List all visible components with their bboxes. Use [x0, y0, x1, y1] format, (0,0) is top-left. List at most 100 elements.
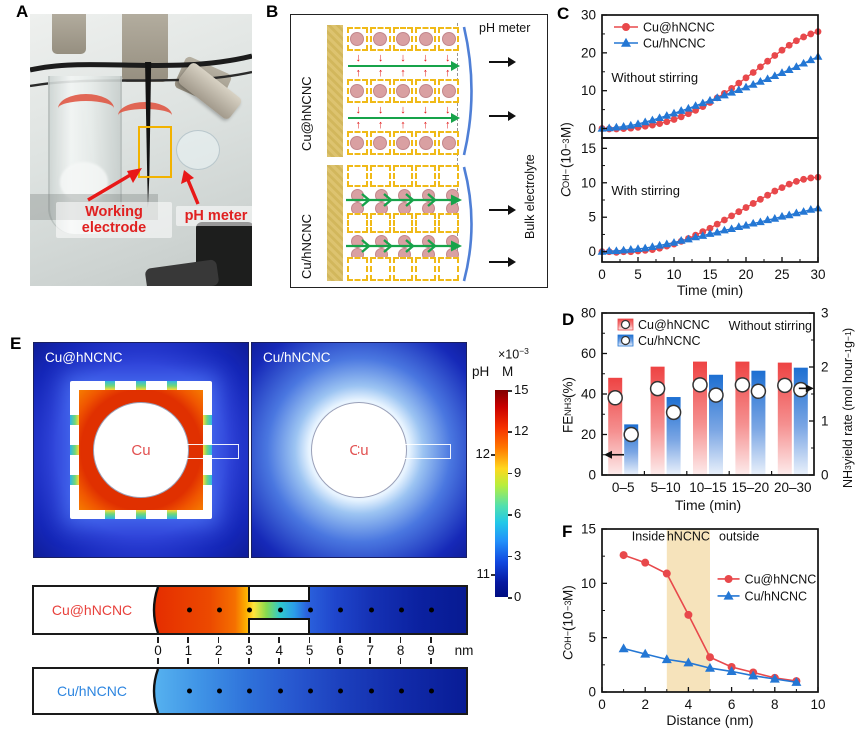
svg-text:Cu/hNCNC: Cu/hNCNC — [638, 334, 701, 348]
flux-arrow-right — [489, 256, 516, 269]
scale-number: 1 — [184, 643, 193, 658]
scale-number: 0 — [154, 643, 162, 658]
svg-text:80: 80 — [581, 306, 596, 321]
svg-text:10: 10 — [581, 576, 596, 591]
meniscus-arc — [462, 26, 473, 156]
ph-probe-bulb — [176, 130, 220, 170]
svg-text:20: 20 — [581, 427, 596, 442]
cu-particle — [373, 136, 388, 150]
nm-scale: 0 1 2 3 4 5 6 7 8 9 nm — [32, 637, 502, 664]
chart-d-left-ylabel: FE NH3 (%) — [560, 376, 576, 434]
svg-text:15: 15 — [581, 141, 596, 156]
chart-c-ylabel: C OH− (10 −3 M) — [558, 122, 574, 198]
sample-dot — [368, 688, 374, 694]
colorbar-gradient — [495, 390, 508, 597]
svg-text:10: 10 — [581, 83, 596, 98]
scale-unit: nm — [454, 643, 474, 658]
panel-label-a: A — [16, 2, 29, 21]
sample-dot — [277, 688, 283, 694]
panel-label-d: D — [562, 310, 575, 329]
lattice-row — [347, 131, 459, 155]
sample-dot — [338, 688, 344, 694]
chart-f-concentration-vs-distance: 0 5 10 15 0 2 4 6 8 10 Inside hNCNC outside Cu@hNCNC C… — [581, 522, 826, 729]
experiment-photo: Working electrode pH meter — [30, 14, 252, 286]
cable — [30, 53, 252, 73]
particle-flow-row — [346, 235, 464, 261]
flux-arrow-right — [489, 56, 516, 69]
bulk-electrolyte-label: Bulk electrolyte — [523, 154, 537, 239]
oh-flux-arrows: ↑ ↑ ↑ ↑ ↑ — [355, 67, 451, 79]
meniscus-arc — [462, 166, 473, 282]
svg-text:0–5: 0–5 — [612, 480, 635, 495]
cage-pore — [70, 475, 79, 485]
flow-arrow — [348, 59, 460, 72]
svg-text:0: 0 — [588, 121, 596, 136]
pore-wall-top — [248, 587, 310, 602]
colorbar: ×10−3 pH M 15 12 9 6 3 0 12 11 — [468, 344, 558, 606]
cage-pore — [203, 445, 212, 455]
subplot-1: 0 5 10 15 With stirring — [581, 141, 823, 259]
svg-text:Inside: Inside — [632, 530, 665, 544]
cu-particle — [373, 32, 388, 46]
cu-particle — [350, 32, 365, 46]
cu-particle — [395, 136, 410, 150]
arrow-to-electrode — [87, 172, 133, 202]
cage-pore — [105, 510, 115, 519]
cage-pore — [70, 445, 79, 455]
svg-text:10: 10 — [666, 267, 681, 282]
cu-particle — [395, 32, 410, 46]
lattice-row — [347, 79, 459, 103]
cage-pore — [203, 415, 212, 425]
svg-text:15: 15 — [581, 522, 596, 537]
svg-text:Without stirring: Without stirring — [729, 319, 812, 333]
cage-pore — [203, 475, 212, 485]
svg-text:25: 25 — [774, 267, 789, 282]
row-label-cu-on-hncnc: Cu/hNCNC — [299, 213, 314, 279]
svg-text:60: 60 — [581, 346, 596, 361]
svg-text:Time (min): Time (min) — [675, 497, 741, 513]
ph-meter-label: pH meter — [479, 21, 531, 35]
sample-dot — [186, 607, 192, 613]
sample-dot — [217, 607, 223, 613]
cu-particle — [350, 84, 365, 98]
svg-text:Cu/hNCNC: Cu/hNCNC — [643, 37, 706, 51]
lattice-row — [347, 257, 459, 281]
svg-text:3: 3 — [821, 306, 829, 321]
lattice-row — [347, 213, 459, 233]
schematic-panel: Cu@hNCNC Cu/hNCNC pH meter Bulk electrol… — [290, 14, 548, 288]
svg-text:Cu/hNCNC: Cu/hNCNC — [745, 589, 808, 603]
strip-label: Cu@hNCNC — [51, 602, 133, 618]
svg-text:20: 20 — [738, 267, 753, 282]
cu-particle: Cu — [93, 402, 189, 498]
scale-number: 4 — [275, 643, 284, 658]
arrow-head — [127, 168, 142, 183]
sample-dot — [429, 607, 435, 613]
series-Cu/hNCNC — [618, 643, 802, 686]
red-reflection — [118, 102, 172, 129]
svg-text:0: 0 — [588, 468, 596, 483]
colorbar-m-tick: 6 — [514, 506, 522, 522]
scale-number: 9 — [427, 643, 435, 658]
cu-particle — [373, 84, 388, 98]
cu-particle — [418, 32, 433, 46]
svg-text:5–10: 5–10 — [651, 480, 681, 495]
svg-text:0: 0 — [588, 685, 596, 700]
cell-port-cap — [122, 14, 168, 82]
scale-number: 2 — [214, 643, 223, 658]
cell-port-cap — [52, 14, 86, 54]
svg-text:0: 0 — [598, 697, 606, 712]
lattice-row — [347, 165, 459, 187]
colorbar-m-tick: 3 — [514, 547, 522, 563]
ph-map-cu-on-hncnc: Cu/hNCNC Cu — [251, 342, 467, 558]
arrow-to-probe — [186, 179, 200, 205]
chart-d-right-ylabel: NH 3 yield rate (mol hour −1 g −1) — [841, 327, 855, 488]
annotation-arrows — [87, 168, 200, 205]
sample-dot — [186, 688, 192, 694]
svg-text:20: 20 — [581, 45, 596, 60]
svg-text:Cu@hNCNC: Cu@hNCNC — [643, 21, 715, 35]
cu-particle — [350, 136, 365, 150]
cage-pore — [167, 381, 177, 390]
svg-text:0: 0 — [821, 468, 829, 483]
sample-dot — [399, 688, 405, 694]
